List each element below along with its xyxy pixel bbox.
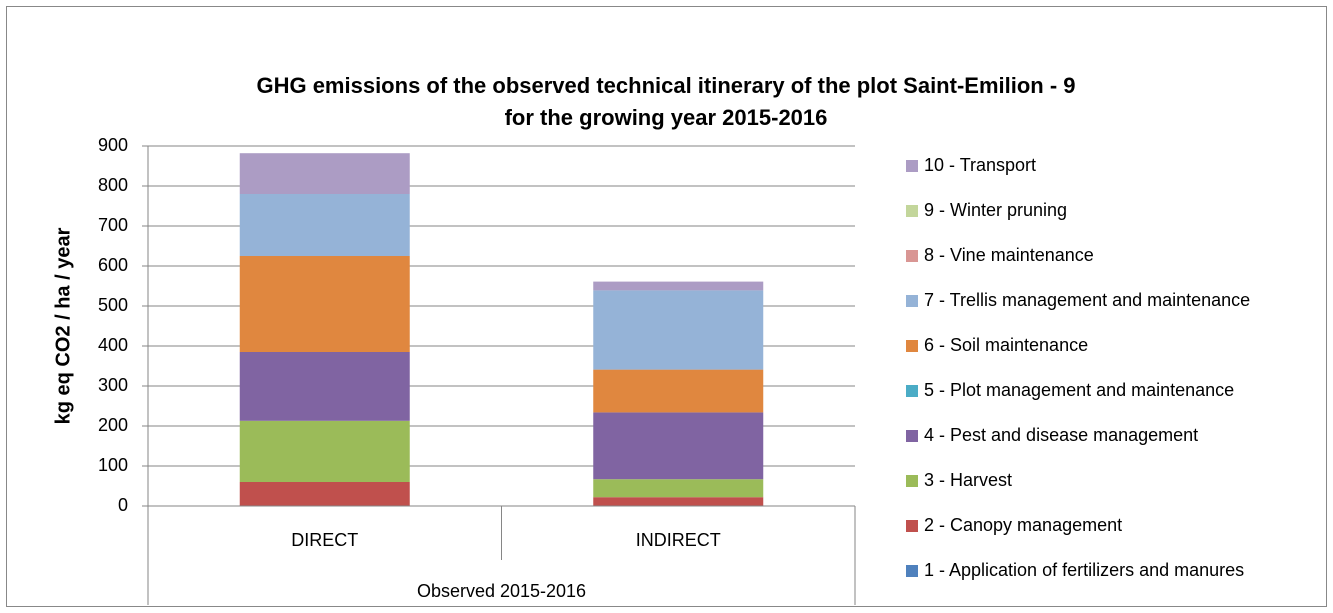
legend-swatch [906, 295, 918, 307]
y-tick-label: 0 [118, 495, 128, 515]
y-axis-label: kg eq CO2 / ha / year [52, 227, 74, 424]
bar-segment [239, 194, 410, 256]
bar-segment [239, 352, 410, 421]
legend-swatch [906, 520, 918, 532]
legend-label: 2 - Canopy management [924, 515, 1122, 535]
y-tick-label: 300 [98, 375, 128, 395]
chart-title: GHG emissions of the observed technical … [256, 73, 1075, 98]
chart-title: for the growing year 2015-2016 [505, 105, 828, 130]
legend-swatch [906, 565, 918, 577]
y-tick-label: 400 [98, 335, 128, 355]
bar-segment [239, 420, 410, 482]
legend-swatch [906, 385, 918, 397]
legend-swatch [906, 340, 918, 352]
legend-label: 9 - Winter pruning [924, 200, 1067, 220]
legend-swatch [906, 475, 918, 487]
bar-segment [593, 479, 764, 498]
legend-label: 10 - Transport [924, 155, 1036, 175]
y-tick-label: 700 [98, 215, 128, 235]
bar-segment [593, 281, 764, 291]
y-tick-label: 800 [98, 175, 128, 195]
bar-segment [239, 482, 410, 506]
legend-label: 1 - Application of fertilizers and manur… [924, 560, 1244, 580]
y-tick-label: 200 [98, 415, 128, 435]
group-label: Observed 2015-2016 [417, 581, 586, 601]
y-tick-label: 600 [98, 255, 128, 275]
legend-label: 6 - Soil maintenance [924, 335, 1088, 355]
legend-swatch [906, 205, 918, 217]
bar-segment [239, 256, 410, 352]
bar-segment [593, 497, 764, 506]
legend-label: 8 - Vine maintenance [924, 245, 1094, 265]
x-tick-label: INDIRECT [636, 530, 721, 550]
bar-segment [593, 412, 764, 480]
y-tick-label: 100 [98, 455, 128, 475]
bar-segment [593, 290, 764, 370]
legend-label: 7 - Trellis management and maintenance [924, 290, 1250, 310]
legend-swatch [906, 250, 918, 262]
bar-segment [593, 369, 764, 413]
legend-swatch [906, 160, 918, 172]
legend-label: 4 - Pest and disease management [924, 425, 1198, 445]
x-tick-label: DIRECT [291, 530, 358, 550]
legend-swatch [906, 430, 918, 442]
y-tick-label: 900 [98, 135, 128, 155]
y-tick-label: 500 [98, 295, 128, 315]
legend-label: 5 - Plot management and maintenance [924, 380, 1234, 400]
bar-segment [239, 153, 410, 194]
legend-label: 3 - Harvest [924, 470, 1012, 490]
